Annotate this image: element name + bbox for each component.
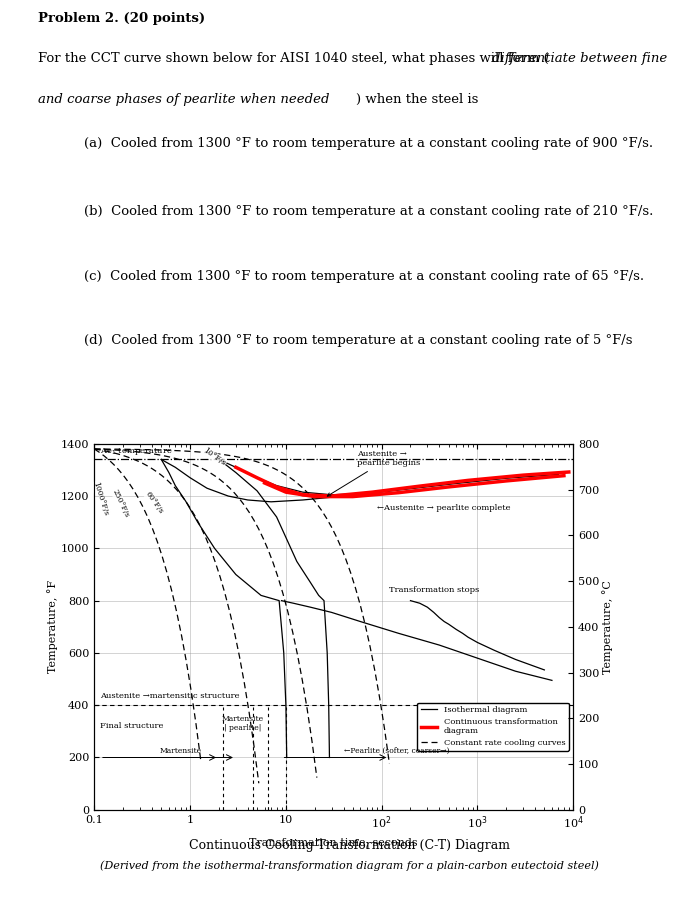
- Text: Martensite: Martensite: [160, 747, 202, 755]
- Text: Continuous Cooling-Transformation (C-T) Diagram: Continuous Cooling-Transformation (C-T) …: [189, 839, 510, 852]
- Text: ←Austenite → pearlite complete: ←Austenite → pearlite complete: [377, 504, 511, 511]
- Text: ←Pearlite (softer, coarser→): ←Pearlite (softer, coarser→): [343, 747, 449, 755]
- Y-axis label: Temperature, °F: Temperature, °F: [48, 580, 58, 673]
- Text: Ae$_1$ temperature: Ae$_1$ temperature: [100, 446, 173, 457]
- Text: (c)  Cooled from 1300 °F to room temperature at a constant cooling rate of 65 °F: (c) Cooled from 1300 °F to room temperat…: [84, 270, 644, 283]
- Text: 60°F/s: 60°F/s: [143, 490, 164, 515]
- Text: ) when the steel is: ) when the steel is: [356, 92, 479, 105]
- Text: Problem 2. (20 points): Problem 2. (20 points): [38, 12, 206, 25]
- Text: Austenite →martensitic structure: Austenite →martensitic structure: [100, 693, 240, 701]
- Legend: Isothermal diagram, Continuous transformation
diagram, Constant rate cooling cur: Isothermal diagram, Continuous transform…: [417, 703, 569, 750]
- Text: Transformation stops: Transformation stops: [389, 587, 480, 594]
- Text: (b)  Cooled from 1300 °F to room temperature at a constant cooling rate of 210 °: (b) Cooled from 1300 °F to room temperat…: [84, 205, 654, 219]
- Text: (Derived from the isothermal-transformation diagram for a plain-carbon eutectoid: (Derived from the isothermal-transformat…: [100, 861, 599, 871]
- Text: differentiate between fine: differentiate between fine: [492, 52, 668, 65]
- Text: (d)  Cooled from 1300 °F to room temperature at a constant cooling rate of 5 °F/: (d) Cooled from 1300 °F to room temperat…: [84, 334, 633, 347]
- Text: 250°F/s: 250°F/s: [111, 489, 131, 520]
- Text: and coarse phases of pearlite when needed: and coarse phases of pearlite when neede…: [38, 92, 330, 105]
- Text: 10°F/s: 10°F/s: [202, 447, 227, 468]
- Y-axis label: Temperature, °C: Temperature, °C: [603, 580, 613, 673]
- Text: For the CCT curve shown below for AISI 1040 steel, what phases will form (: For the CCT curve shown below for AISI 1…: [38, 52, 549, 65]
- Text: 1000°F/s: 1000°F/s: [91, 480, 110, 517]
- Text: Martensite
| pearlite|: Martensite | pearlite|: [221, 715, 264, 732]
- X-axis label: Transformation time, seconds: Transformation time, seconds: [250, 837, 418, 846]
- Text: (a)  Cooled from 1300 °F to room temperature at a constant cooling rate of 900 °: (a) Cooled from 1300 °F to room temperat…: [84, 137, 653, 150]
- Text: Final structure: Final structure: [100, 722, 164, 730]
- Text: Austenite →
pearlite begins: Austenite → pearlite begins: [327, 450, 420, 496]
